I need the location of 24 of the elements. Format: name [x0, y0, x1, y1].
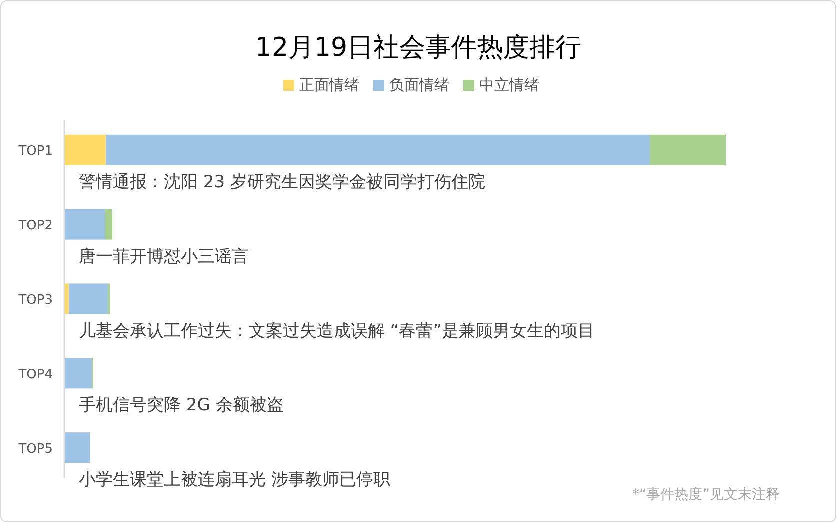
text: *“事件热度”见文末注释 — [632, 487, 780, 503]
bar — [65, 432, 90, 464]
bar — [65, 134, 106, 166]
annotation: 儿基会承认工作过失：文案过失造成误解 “春蕾”是兼顾男女生的项目 — [79, 321, 596, 342]
annotation: 唐一菲开博怼小三谣言 — [79, 246, 249, 267]
chart-title: 12月19日社会事件热度排行 — [255, 33, 582, 63]
legend-label: 正面情绪 — [300, 76, 360, 94]
bar — [68, 284, 108, 314]
y-tick-label: TOP2 — [18, 218, 53, 234]
annotation: 小学生课堂上被连扇耳光 涉事教师已停职 — [79, 470, 390, 490]
y-tick-label: TOP3 — [18, 293, 53, 308]
annotation: 警情通报：沈阳 23 岁研究生因奖学金被同学打伤住院 — [79, 172, 486, 192]
bar — [65, 284, 69, 314]
y-tick-label: TOP4 — [18, 367, 53, 382]
y-tick-label: TOP5 — [18, 442, 53, 457]
legend-label: 中立情绪 — [480, 76, 540, 94]
bar — [105, 209, 113, 240]
bar — [106, 134, 650, 166]
legend-label: 负面情绪 — [390, 76, 450, 94]
bar — [65, 209, 106, 240]
bar — [650, 134, 726, 166]
annotation: 手机信号突降 2G 余额被盗 — [79, 396, 284, 416]
bar — [65, 358, 92, 389]
y-tick-label: TOP1 — [18, 144, 53, 160]
